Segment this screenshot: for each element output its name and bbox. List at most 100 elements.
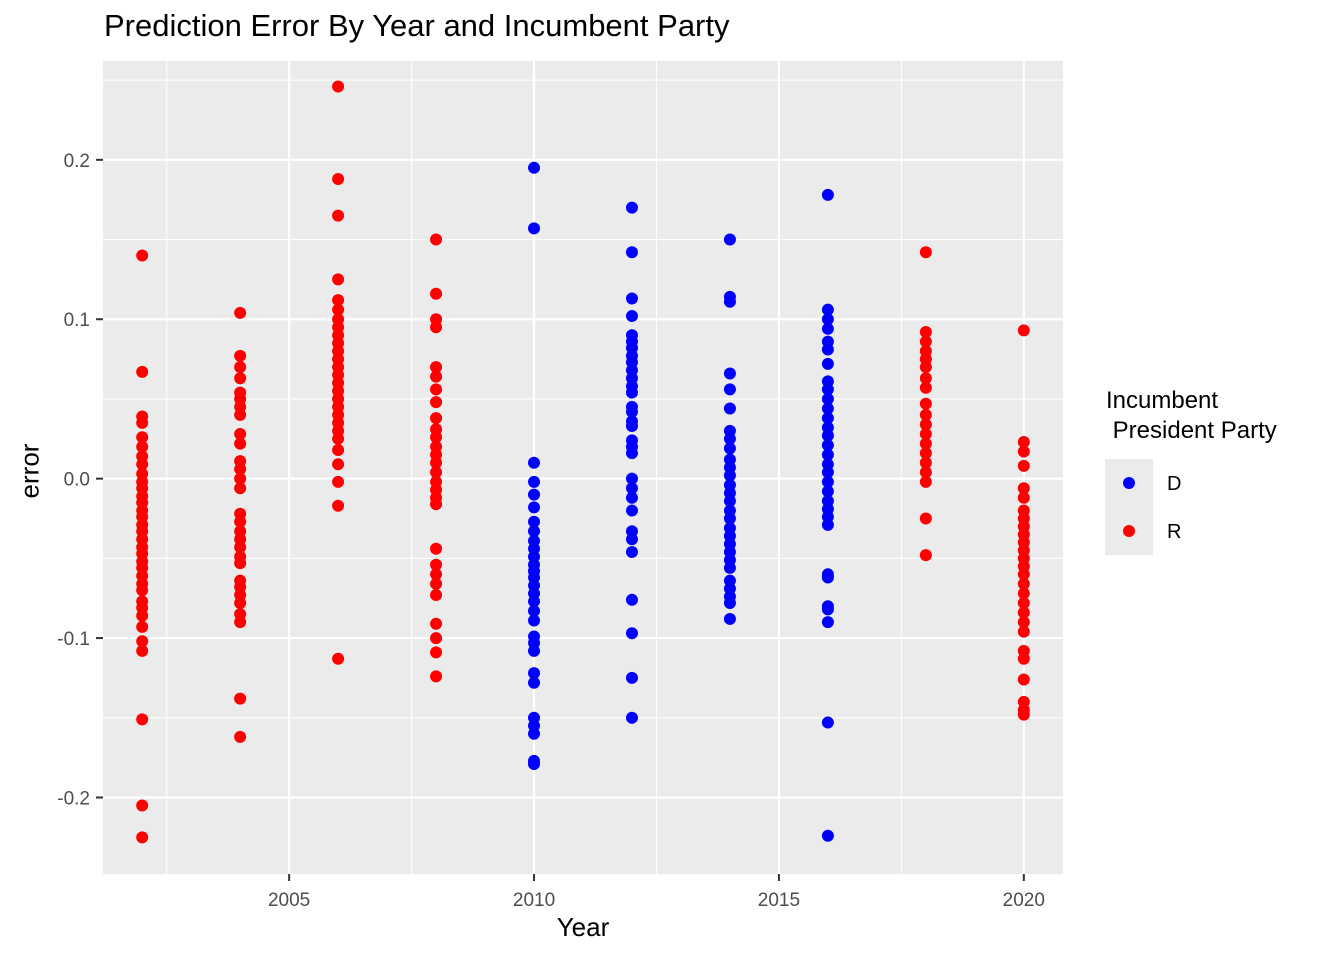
y-tick-label: -0.1 — [57, 629, 90, 650]
data-point-R — [919, 381, 932, 394]
data-point-R — [234, 472, 247, 485]
data-point-R — [136, 440, 149, 453]
data-point-R — [430, 383, 443, 396]
data-point-D — [528, 515, 541, 528]
y-tick-label: -0.2 — [57, 788, 90, 809]
data-point-D — [723, 612, 736, 625]
data-point-R — [1017, 435, 1030, 448]
data-point-D — [821, 188, 834, 201]
data-point-D — [528, 595, 541, 608]
data-point-R — [234, 437, 247, 450]
data-point-R — [1017, 616, 1030, 629]
data-point-R — [332, 273, 345, 286]
data-point-D — [625, 447, 638, 460]
data-point-R — [1017, 597, 1030, 609]
data-point-R — [136, 799, 149, 812]
data-point-R — [332, 80, 345, 93]
data-point-R — [430, 370, 443, 383]
y-tick-label: 0.0 — [64, 470, 90, 491]
data-point-R — [1017, 587, 1030, 600]
legend-label-D: D — [1167, 473, 1181, 495]
data-point-R — [430, 431, 443, 444]
chart-title: Prediction Error By Year and Incumbent P… — [104, 8, 730, 43]
data-point-R — [332, 172, 345, 185]
data-point-D — [528, 667, 541, 680]
data-point-D — [723, 383, 736, 396]
data-point-D — [821, 412, 834, 425]
data-point-D — [528, 222, 541, 235]
data-point-D — [723, 432, 736, 445]
data-point-R — [136, 249, 149, 262]
data-point-D — [528, 501, 541, 514]
data-point-D — [821, 313, 834, 326]
data-point-R — [136, 365, 149, 378]
data-point-D — [528, 676, 541, 689]
data-point-D — [625, 671, 638, 684]
data-point-D — [625, 292, 638, 305]
data-point-D — [723, 469, 736, 482]
data-point-R — [1017, 445, 1030, 458]
data-point-R — [430, 617, 443, 630]
data-point-R — [136, 831, 149, 844]
data-point-D — [528, 525, 541, 538]
data-point-D — [723, 494, 736, 507]
data-point-D — [821, 475, 834, 488]
data-point-R — [430, 466, 443, 479]
data-point-R — [234, 428, 247, 441]
data-point-D — [625, 482, 638, 495]
legend-marker-D — [1123, 477, 1135, 489]
data-point-D — [821, 603, 834, 616]
data-point-D — [625, 246, 638, 259]
data-point-R — [1017, 652, 1030, 665]
data-point-R — [332, 294, 345, 307]
data-point-R — [430, 542, 443, 555]
x-axis: 2005 2010 2015 2020 — [268, 874, 1045, 911]
data-point-D — [821, 429, 834, 442]
data-point-R — [430, 361, 443, 374]
data-point-D — [821, 485, 834, 498]
data-point-R — [919, 326, 932, 338]
data-point-R — [430, 287, 443, 300]
data-point-D — [821, 829, 834, 842]
data-point-D — [821, 571, 834, 584]
data-point-D — [821, 518, 834, 531]
data-point-R — [234, 408, 247, 421]
data-point-D — [821, 616, 834, 629]
data-point-R — [332, 209, 345, 222]
data-point-R — [234, 616, 247, 629]
y-axis-title: error — [14, 443, 45, 499]
data-point-R — [430, 456, 443, 469]
data-point-R — [919, 372, 932, 385]
data-point-R — [430, 233, 443, 246]
data-point-D — [625, 593, 638, 606]
data-points — [136, 80, 1030, 844]
data-point-R — [332, 303, 345, 316]
data-point-R — [234, 349, 247, 362]
data-point-R — [430, 498, 443, 511]
data-point-D — [625, 627, 638, 640]
data-point-R — [234, 730, 247, 743]
data-point-R — [919, 361, 932, 374]
data-point-R — [430, 321, 443, 334]
data-point-R — [1017, 459, 1030, 472]
data-point-R — [234, 372, 247, 385]
data-point-R — [919, 456, 932, 469]
data-point-R — [234, 541, 247, 554]
data-point-D — [528, 644, 541, 657]
data-point-R — [136, 620, 149, 633]
data-point-D — [528, 758, 541, 771]
data-point-R — [234, 463, 247, 476]
data-point-D — [625, 472, 638, 485]
data-point-R — [136, 713, 149, 726]
data-point-R — [332, 475, 345, 488]
x-tick-label: 2020 — [1003, 890, 1045, 911]
data-point-R — [430, 646, 443, 659]
data-point-R — [1017, 625, 1030, 638]
data-point-R — [1017, 482, 1030, 495]
grid-minor — [103, 61, 1063, 874]
data-point-D — [821, 357, 834, 370]
data-point-R — [919, 466, 932, 479]
data-point-R — [234, 557, 247, 570]
y-tick-label: 0.1 — [64, 310, 90, 331]
